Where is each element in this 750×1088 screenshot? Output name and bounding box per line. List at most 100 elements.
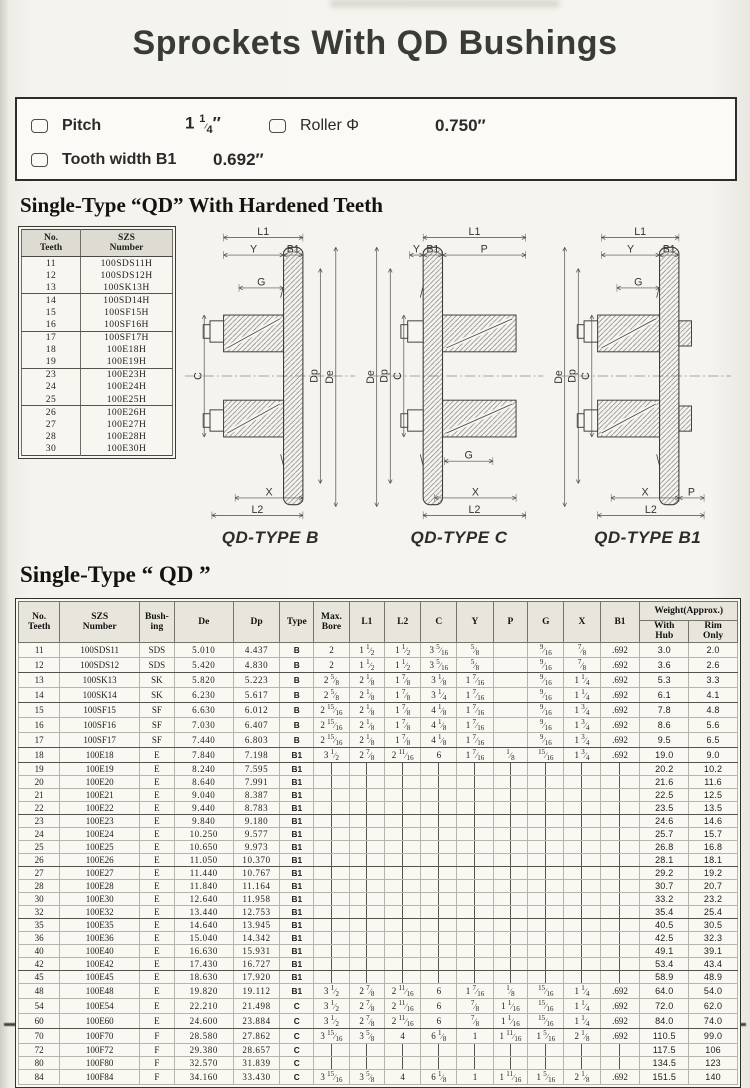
cell: 100F72 (59, 1043, 141, 1058)
col-header: Y (456, 601, 494, 643)
cell: 15.7 (688, 826, 738, 841)
cell (527, 787, 565, 802)
cell: 1 7⁄8 (384, 686, 422, 703)
cell: 100E42 (59, 957, 141, 972)
cell: 100E20 (59, 774, 141, 789)
cell: .692 (599, 1013, 641, 1030)
cell: 1 7⁄16 (456, 686, 494, 703)
cell (563, 839, 601, 854)
cell: 1 7⁄8 (384, 731, 422, 748)
cell (527, 918, 565, 933)
caption-qd-type-b1: QD-TYPE B1 (594, 528, 702, 547)
cell: 33.430 (232, 1069, 281, 1086)
cell: 32 (17, 905, 61, 920)
cell (563, 800, 601, 815)
cell: E (139, 787, 175, 802)
col-header: B1 (599, 601, 641, 643)
cell: 100E27 (59, 865, 141, 880)
dim-label: C (580, 372, 592, 380)
cell: 54 (17, 998, 61, 1015)
cell (313, 931, 350, 946)
cell-szs: 100E26H (80, 405, 173, 419)
cell: 16 (17, 716, 61, 733)
col-header-weight: Weight(Approx.) (639, 601, 738, 621)
cell (313, 918, 350, 933)
cell: 100SF16 (59, 716, 141, 733)
cell: 134.5 (639, 1056, 690, 1071)
cell (420, 761, 458, 776)
cell: 14 (17, 686, 61, 703)
cell: 19.2 (688, 865, 738, 880)
cell (527, 813, 565, 828)
caption-qd-type-c: QD-TYPE C (410, 528, 508, 547)
cell: 17.430 (173, 957, 234, 972)
cell (348, 918, 386, 933)
cell (527, 1056, 565, 1071)
cell (456, 865, 494, 880)
cell: 100E23 (59, 813, 141, 828)
cell (384, 865, 422, 880)
cell: 64.0 (639, 983, 690, 1000)
cell (563, 761, 601, 776)
cell (456, 800, 494, 815)
table-row: 72 100F72 F 29.380 28.657 C 117.5 106 (17, 1043, 738, 1058)
cell: E (139, 761, 175, 776)
dim-label: L2 (469, 504, 481, 516)
cell (563, 774, 601, 789)
table-row: 24 100E24H (21, 380, 173, 394)
checkbox-icon[interactable] (31, 153, 48, 167)
cell: B (279, 731, 315, 748)
cell: 48.9 (688, 970, 738, 985)
dim-label: L2 (252, 504, 264, 516)
cell: SK (139, 671, 175, 688)
cell: B1 (279, 839, 315, 854)
cell: E (139, 826, 175, 841)
cell (456, 891, 494, 907)
cell (456, 1043, 494, 1058)
cell: 2 15⁄16 (313, 731, 350, 748)
dim-label: Y (627, 244, 634, 256)
cell: 15.931 (232, 944, 281, 959)
cell (599, 1056, 641, 1071)
cell: 1 1⁄4 (563, 1013, 601, 1030)
cell (599, 878, 641, 893)
cell: E (139, 852, 175, 867)
dim-label: P (688, 487, 695, 499)
col-subheader: With Hub (639, 620, 690, 643)
cell (527, 865, 565, 880)
cell-szs: 100E23H (80, 368, 173, 381)
table-row: 14 100SK14 SK 6.230 5.617 B 2 5⁄8 2 1⁄8 1 7⁄8 3 1… (17, 686, 738, 703)
table-row: 23 100E23 E 9.840 9.180 B1 24.6 14.6 (17, 813, 738, 828)
checkbox-icon[interactable] (31, 119, 48, 133)
cell-szs: 100SF17H (80, 331, 173, 344)
cell: 1 7⁄16 (456, 716, 494, 733)
cell (313, 852, 350, 867)
table-row: 15 100SF15H (21, 306, 173, 319)
checkbox-icon[interactable] (269, 119, 286, 133)
table-row: 40 100E40 E 16.630 15.931 B1 49.1 39.1 (17, 944, 738, 959)
cell: 6.407 (232, 716, 281, 733)
cell: 12.640 (173, 891, 234, 907)
cell: 7⁄8 (563, 641, 601, 658)
cell (384, 774, 422, 789)
roller-value: 0.750″ (435, 116, 486, 135)
cell: SF (139, 716, 175, 733)
cell: 6 (420, 983, 458, 1000)
cell: 16.630 (173, 944, 234, 959)
qd-section-heading: Single-Type “ QD ” (20, 562, 211, 587)
cell (420, 800, 458, 815)
cell (492, 918, 529, 933)
cell (527, 931, 565, 946)
cell: B1 (279, 905, 315, 920)
cell: 151.5 (639, 1069, 690, 1086)
cell: 100SK14 (59, 686, 141, 703)
cell: 117.5 (639, 1043, 690, 1058)
cell: B1 (279, 970, 315, 985)
cell-szs: 100E24H (80, 380, 173, 394)
cell (599, 826, 641, 841)
cell: 2 1⁄8 (348, 701, 386, 718)
cell: 140 (688, 1069, 738, 1086)
cell (492, 761, 529, 776)
cell: 28.1 (639, 852, 690, 867)
table-row: 15 100SF15 SF 6.630 6.012 B 2 15⁄16 2 1⁄8 1 7⁄8 4… (17, 701, 738, 718)
